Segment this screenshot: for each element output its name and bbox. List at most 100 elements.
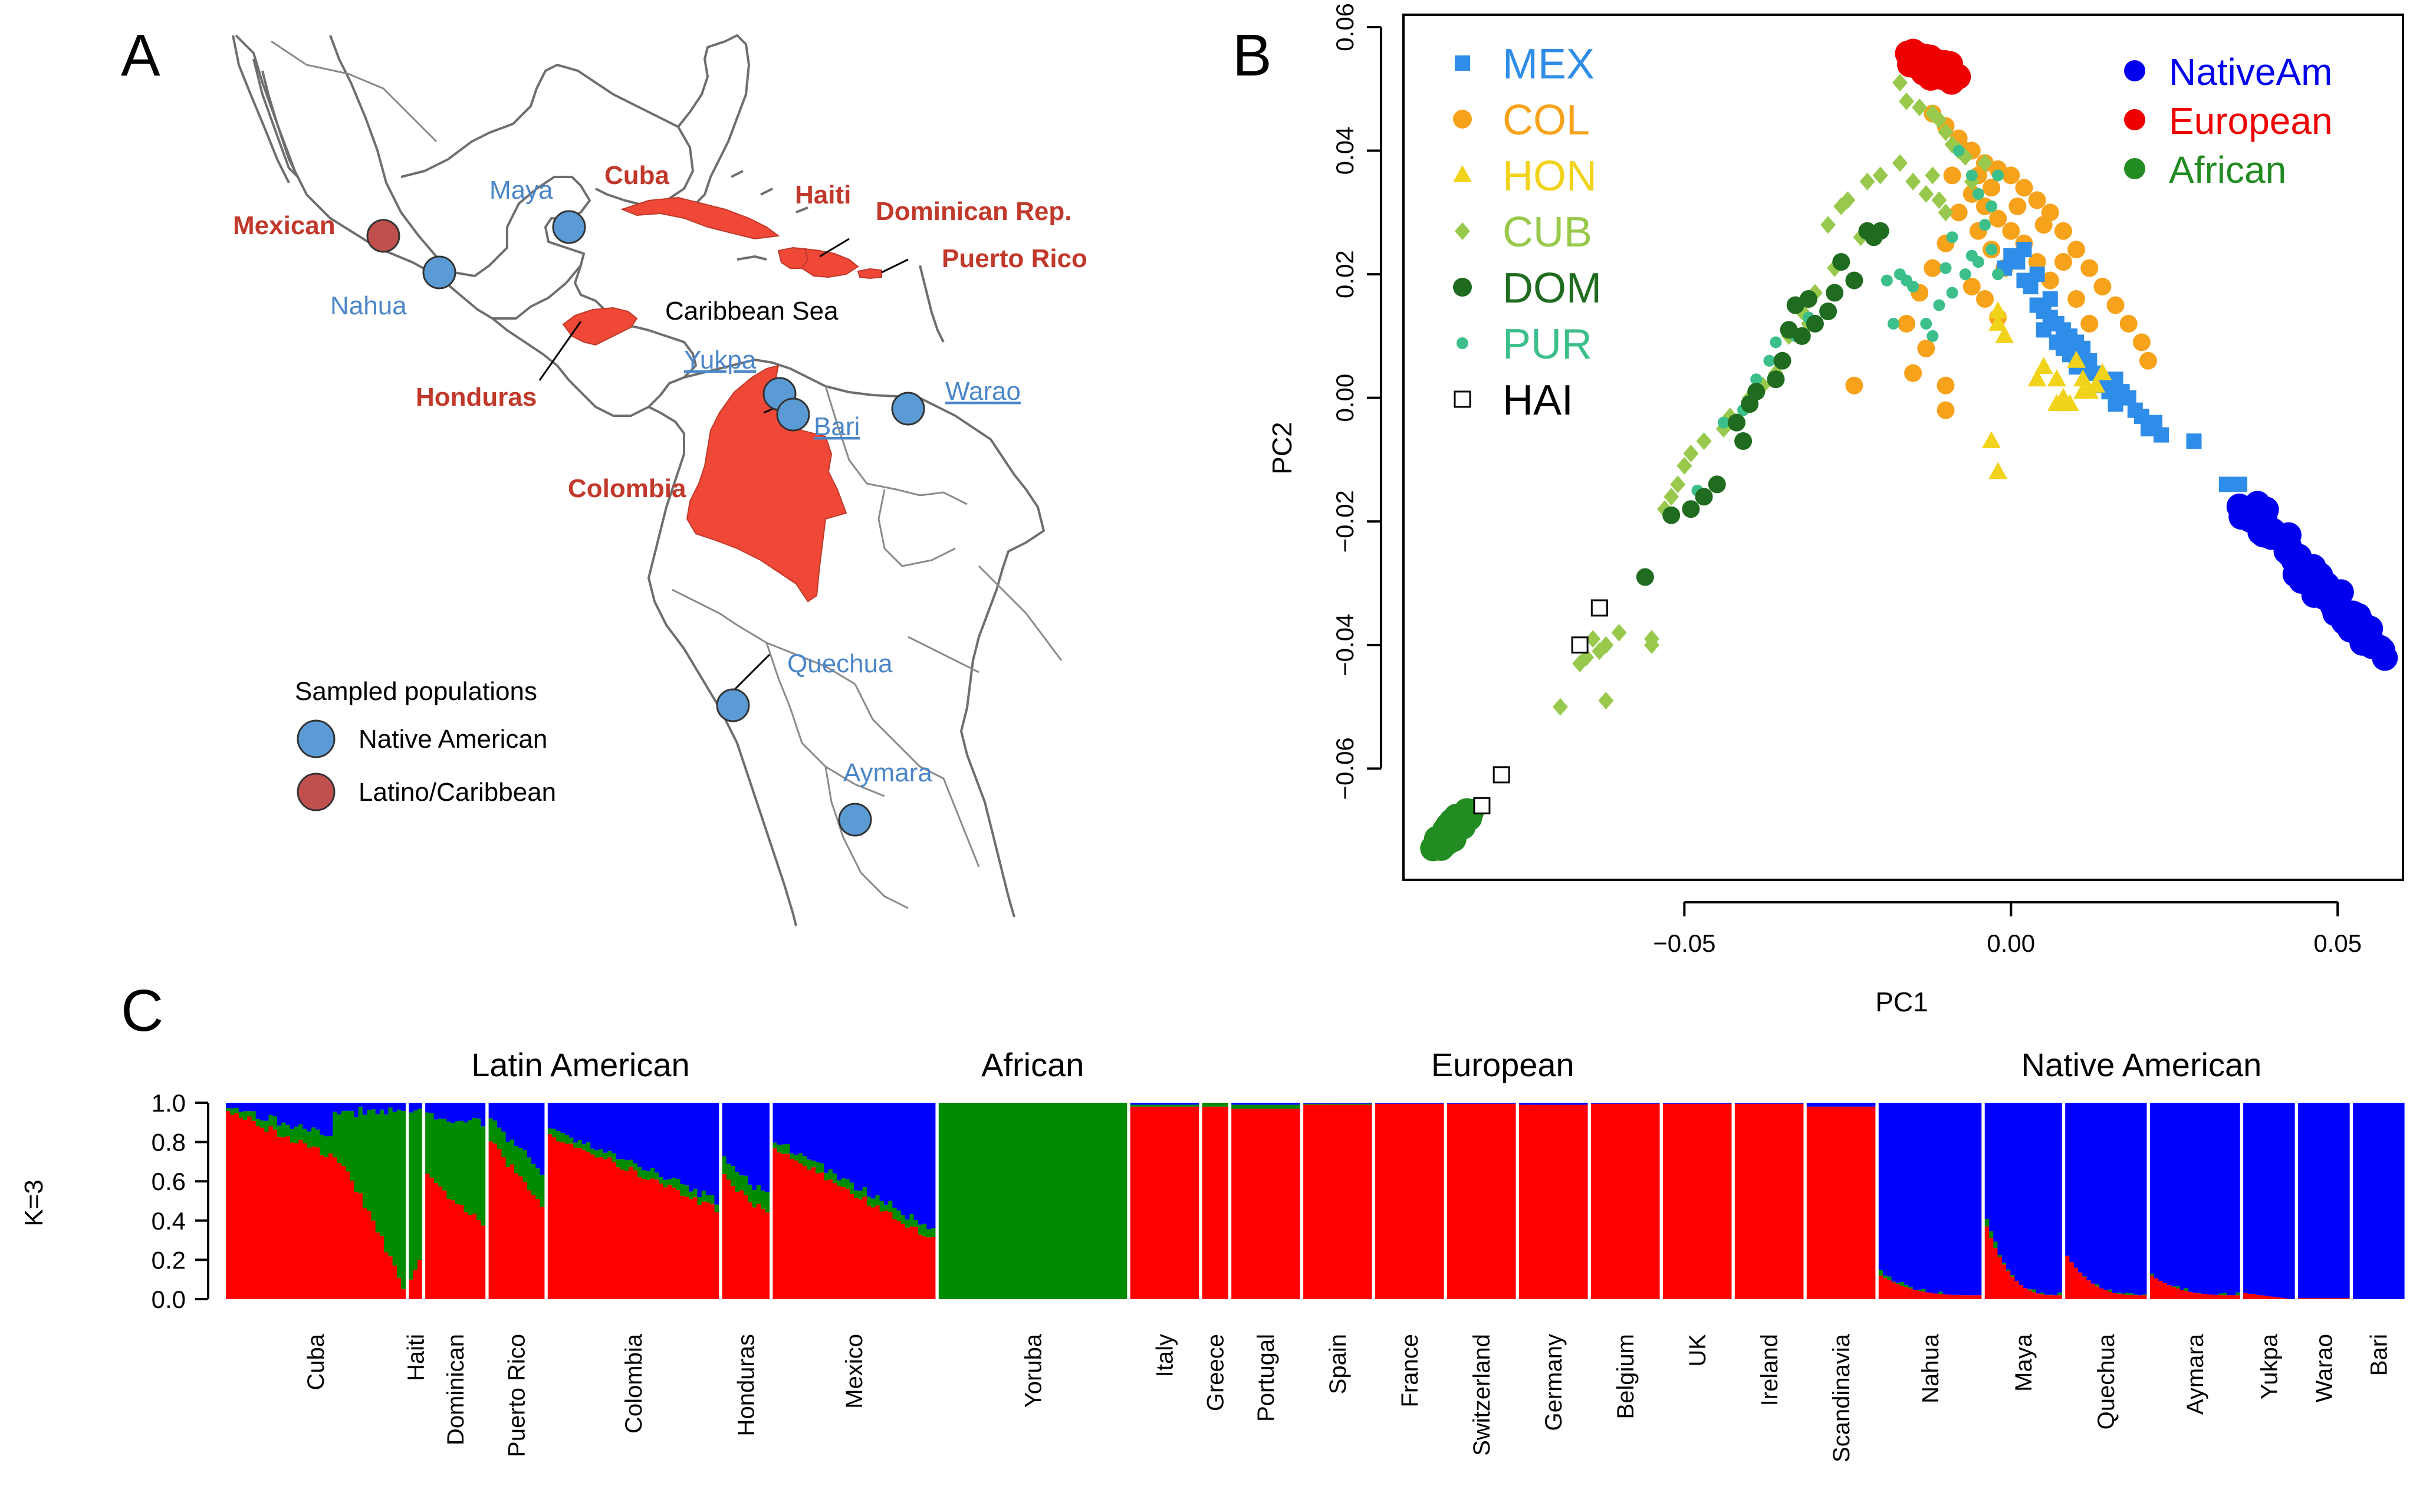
admix-bar-blue — [590, 1103, 596, 1149]
admix-bar-red — [476, 1220, 481, 1299]
admix-bar-blue — [1739, 1103, 1744, 1104]
admix-bar-red — [1287, 1108, 1292, 1299]
admix-bar-blue — [2129, 1103, 2134, 1294]
admix-bar-blue — [1435, 1103, 1440, 1104]
admix-bar-red — [726, 1179, 731, 1299]
admix-bar-blue — [429, 1103, 435, 1113]
pca-point-dom — [1695, 488, 1713, 506]
admix-bar-blue — [577, 1103, 583, 1140]
admix-bar-red — [772, 1148, 778, 1299]
admix-bar-blue — [1396, 1103, 1402, 1104]
pca-y-tick-label: 0.00 — [1331, 374, 1359, 422]
admix-bar-blue — [1160, 1103, 1165, 1105]
pca-point-col — [1983, 179, 2001, 197]
pca-series-hai — [1473, 599, 1608, 814]
admix-bar-red — [1633, 1103, 1639, 1299]
pca-point-cub — [1918, 185, 1934, 203]
admix-bar-blue — [1790, 1103, 1795, 1104]
admix-bar-blue — [1190, 1103, 1195, 1105]
point-mexican — [366, 219, 400, 253]
admix-bar-green — [337, 1114, 342, 1163]
admix-bar-green — [514, 1145, 519, 1174]
pca-point-mex — [2029, 267, 2045, 282]
admix-bar-blue — [1383, 1103, 1389, 1104]
admix-bar-blue — [1252, 1103, 1258, 1105]
admix-bar-red — [1409, 1103, 1414, 1299]
admix-bar-red — [607, 1157, 613, 1299]
admix-bar-red — [1625, 1103, 1630, 1299]
admix-bar-red — [824, 1180, 829, 1299]
admix-bar-blue — [2112, 1103, 2117, 1293]
admix-bar-green — [684, 1185, 689, 1197]
admix-population-portugal — [1231, 1103, 1300, 1299]
admix-bar-red — [1887, 1280, 1892, 1299]
admix-bar-green — [1164, 1105, 1169, 1107]
admix-bar-blue — [2315, 1103, 2320, 1299]
admix-bar-green — [2197, 1293, 2202, 1294]
admix-bar-red — [1734, 1103, 1740, 1299]
admix-bar-blue — [1283, 1103, 1287, 1105]
admix-bar-green — [468, 1120, 473, 1215]
admix-bar-blue — [384, 1103, 389, 1115]
admix-bar-green — [624, 1160, 630, 1171]
admix-bar-blue — [1388, 1103, 1393, 1104]
admix-bar-blue — [2188, 1103, 2193, 1292]
pca-point-cub — [1585, 630, 1601, 648]
pca-legend-marker-pur — [1457, 337, 1468, 349]
admix-bar-green — [1988, 1231, 1994, 1238]
pca-point-col — [1937, 401, 1955, 419]
pca-point-cub — [1696, 432, 1712, 451]
admix-bar-blue — [1291, 1103, 1296, 1105]
admix-bar-red — [1977, 1295, 1982, 1299]
admix-bar-blue — [230, 1103, 235, 1109]
admix-bar-blue — [2010, 1103, 2016, 1276]
admix-bar-green — [896, 1210, 902, 1221]
admix-bar-green — [531, 1163, 536, 1195]
pca-point-pur — [1770, 336, 1782, 349]
admix-bar-blue — [1459, 1103, 1465, 1104]
admix-bar-blue — [1964, 1103, 1969, 1296]
label-colombia: Colombia — [568, 474, 686, 503]
map-legend-native-label: Native American — [359, 725, 547, 754]
admix-bar-green — [2040, 1292, 2045, 1294]
admix-bar-red — [350, 1181, 355, 1299]
admix-bar-red — [1692, 1103, 1698, 1299]
admix-bar-blue — [633, 1103, 638, 1163]
admix-bar-red — [2201, 1294, 2206, 1299]
admix-bar-red — [1832, 1106, 1837, 1299]
pca-point-dom — [1819, 302, 1837, 320]
admix-bar-red — [569, 1143, 574, 1299]
admix-pop-label: Switzerland — [1469, 1334, 1495, 1456]
admix-bar-green — [2116, 1292, 2122, 1294]
admix-bar-green — [497, 1128, 502, 1149]
coast-north-america — [235, 34, 591, 320]
admix-bar-green — [268, 1115, 274, 1126]
admix-bar-blue — [2125, 1103, 2130, 1293]
admix-bar-red — [1477, 1103, 1482, 1299]
admix-bar-blue — [2281, 1103, 2287, 1299]
admix-bar-blue — [697, 1103, 702, 1197]
admix-bar-red — [1667, 1103, 1672, 1299]
admix-bar-green — [476, 1118, 481, 1220]
admix-bar-red — [748, 1202, 753, 1299]
admix-bar-green — [1071, 1103, 1076, 1299]
admix-bar-green — [1190, 1105, 1195, 1107]
admix-bar-green — [1181, 1105, 1186, 1107]
pca-legend-marker-european — [2124, 109, 2145, 130]
pca-point-hon — [2093, 363, 2112, 380]
pca-point-european — [1929, 52, 1955, 78]
admix-bar-green — [659, 1177, 664, 1184]
admix-bar-red — [1405, 1103, 1410, 1299]
admix-bar-green — [938, 1103, 943, 1299]
admix-bar-blue — [527, 1103, 532, 1158]
admix-bar-green — [2133, 1294, 2139, 1296]
admix-bar-blue — [2175, 1103, 2181, 1287]
admix-bar-blue — [2049, 1103, 2054, 1295]
admix-bar-red — [1261, 1108, 1266, 1299]
admix-bar-blue — [1912, 1103, 1918, 1290]
admix-bar-red — [710, 1204, 715, 1299]
admix-bar-green — [290, 1129, 295, 1143]
admix-bar-blue — [564, 1103, 570, 1135]
admix-bar-green — [955, 1103, 961, 1299]
admix-bar-blue — [1359, 1103, 1364, 1104]
